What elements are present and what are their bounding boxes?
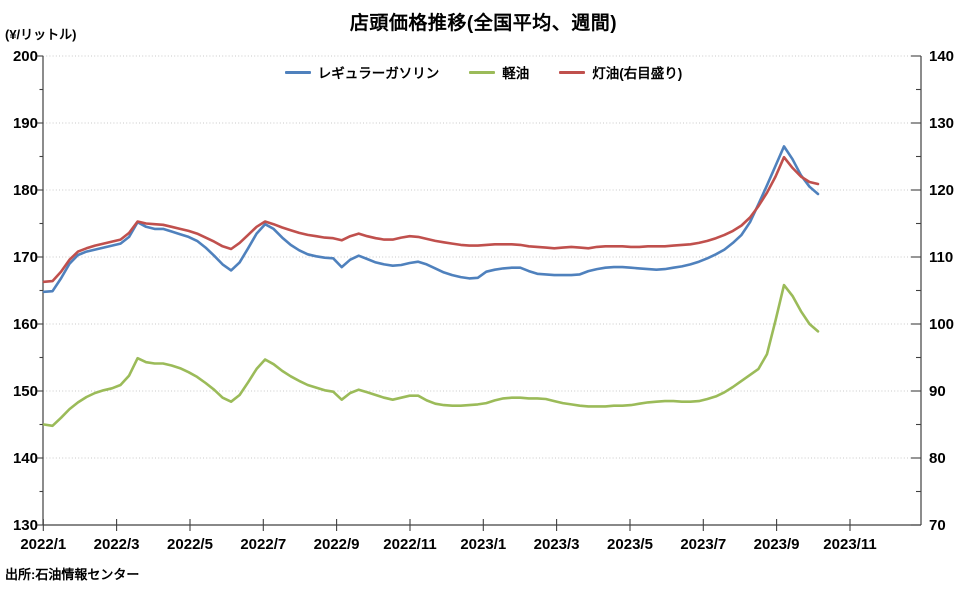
- left-axis-tick-label: 160: [13, 316, 38, 333]
- x-axis-tick-label: 2023/5: [607, 536, 653, 553]
- legend-label: 灯油(右目盛り): [592, 66, 683, 81]
- left-axis-tick-label: 130: [13, 517, 38, 534]
- series-line: [42, 155, 820, 284]
- x-axis-tick-label: 2023/7: [680, 536, 726, 553]
- right-axis-tick-label: 120: [929, 182, 954, 199]
- left-axis-unit-label: (¥/リットル): [5, 27, 77, 42]
- right-axis-tick-label: 130: [929, 115, 954, 132]
- legend-line-swatch-blue: [284, 70, 311, 74]
- x-axis-tick-label: 2022/5: [167, 536, 213, 553]
- left-axis-tick-label: 190: [13, 115, 38, 132]
- left-axis-tick-label: 150: [13, 383, 38, 400]
- legend-line-swatch-green: [469, 70, 496, 74]
- left-axis-tick-label: 180: [13, 182, 38, 199]
- legend-item-kerosene: 灯油(右目盛り): [559, 62, 682, 82]
- legend-line-swatch-red: [559, 70, 586, 74]
- x-axis-tick-label: 2023/11: [823, 536, 876, 553]
- series-line: [42, 145, 820, 294]
- legend-label: 軽油: [502, 66, 530, 81]
- source-note: 出所:石油情報センター: [5, 567, 140, 582]
- legend-item-diesel: 軽油: [469, 62, 529, 82]
- x-axis-tick-label: 2023/3: [534, 536, 580, 553]
- x-axis-tick-label: 2023/9: [754, 536, 800, 553]
- legend: レギュラーガソリン 軽油 灯油(右目盛り): [0, 62, 967, 82]
- left-axis-tick-label: 140: [13, 450, 38, 467]
- left-axis-tick-label: 170: [13, 249, 38, 266]
- right-axis-tick-label: 80: [929, 450, 946, 467]
- legend-label: レギュラーガソリン: [317, 66, 440, 81]
- series-line: [42, 283, 820, 428]
- x-axis-tick-label: 2023/1: [460, 536, 506, 553]
- right-axis-tick-label: 70: [929, 517, 946, 534]
- x-axis-tick-label: 2022/1: [20, 536, 66, 553]
- x-axis-tick-label: 2022/3: [94, 536, 140, 553]
- legend-item-regular-gasoline: レギュラーガソリン: [284, 62, 440, 82]
- right-axis-tick-label: 110: [929, 249, 953, 266]
- left-axis-tick-label: 200: [13, 48, 38, 65]
- right-axis-tick-label: 140: [929, 48, 954, 65]
- x-axis-tick-label: 2022/9: [314, 536, 360, 553]
- right-axis-tick-label: 90: [929, 383, 946, 400]
- chart-title: 店頭価格推移(全国平均、週間): [349, 13, 618, 34]
- right-axis-tick-label: 100: [929, 316, 954, 333]
- x-axis-tick-label: 2022/7: [240, 536, 286, 553]
- x-axis-tick-label: 2022/11: [383, 536, 436, 553]
